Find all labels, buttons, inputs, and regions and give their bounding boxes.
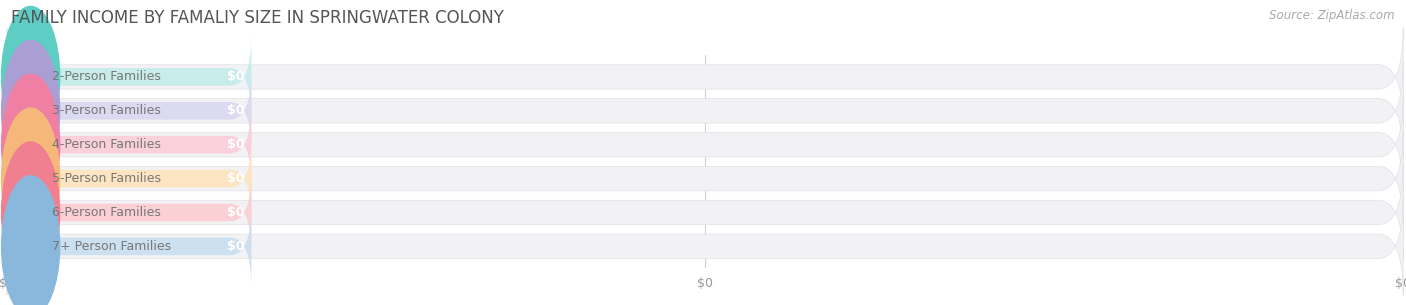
FancyBboxPatch shape [7,130,1403,228]
FancyBboxPatch shape [7,69,252,153]
Text: FAMILY INCOME BY FAMALIY SIZE IN SPRINGWATER COLONY: FAMILY INCOME BY FAMALIY SIZE IN SPRINGW… [11,9,505,27]
FancyBboxPatch shape [7,96,1403,193]
FancyBboxPatch shape [7,198,1403,295]
Text: Source: ZipAtlas.com: Source: ZipAtlas.com [1270,9,1395,22]
Text: 6-Person Families: 6-Person Families [52,206,160,219]
FancyBboxPatch shape [7,164,1403,261]
Text: $0: $0 [226,70,245,84]
FancyBboxPatch shape [7,137,252,221]
Text: 7+ Person Families: 7+ Person Families [52,240,172,253]
Text: $0: $0 [226,206,245,219]
Text: 2-Person Families: 2-Person Families [52,70,160,84]
Circle shape [1,176,59,305]
FancyBboxPatch shape [7,204,252,289]
FancyBboxPatch shape [7,28,1403,126]
FancyBboxPatch shape [7,35,252,119]
Text: $0: $0 [226,104,245,117]
Text: $0: $0 [226,138,245,151]
FancyBboxPatch shape [7,103,252,187]
Circle shape [1,6,59,147]
Circle shape [1,142,59,283]
FancyBboxPatch shape [7,62,1403,160]
Text: $0: $0 [226,240,245,253]
Text: 5-Person Families: 5-Person Families [52,172,160,185]
Circle shape [1,108,59,249]
Text: $0: $0 [226,172,245,185]
Circle shape [1,40,59,181]
Text: 4-Person Families: 4-Person Families [52,138,160,151]
FancyBboxPatch shape [7,170,252,254]
Text: 3-Person Families: 3-Person Families [52,104,160,117]
Circle shape [1,74,59,215]
